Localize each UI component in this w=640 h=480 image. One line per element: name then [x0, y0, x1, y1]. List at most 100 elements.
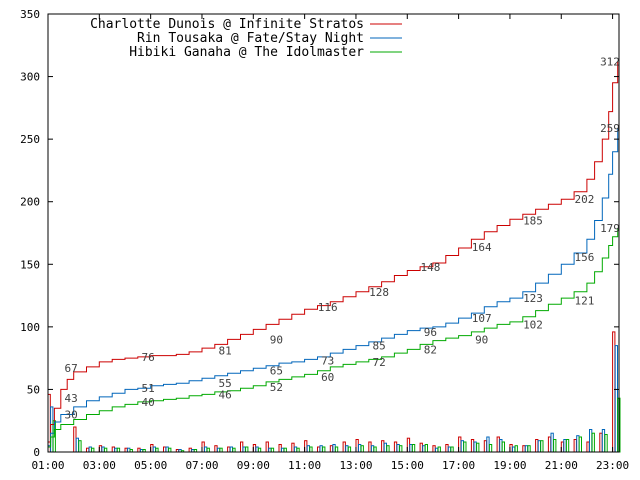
bar-series-1-13 — [229, 446, 233, 453]
x-tick-label-8: 17:00 — [442, 459, 475, 472]
bar-series-0-34 — [496, 436, 500, 453]
data-label-0-9: 202 — [574, 193, 594, 206]
bar-series-2-22 — [347, 446, 352, 453]
bar-series-0-24 — [368, 441, 372, 453]
bar-series-1-27 — [409, 444, 413, 453]
bar-series-1-39 — [563, 439, 567, 453]
data-label-0-0: 67 — [64, 362, 77, 375]
cumulative-lines — [48, 61, 619, 448]
bar-series-2-18 — [296, 447, 300, 453]
data-label-2-9: 121 — [574, 295, 594, 308]
x-tick-label-6: 13:00 — [339, 459, 372, 472]
bar-series-2-33 — [488, 444, 493, 453]
plot-frame — [47, 13, 620, 453]
y-tick-label-1: 50 — [27, 383, 40, 396]
bar-series-2-11 — [206, 447, 210, 453]
data-label-0-1: 76 — [141, 351, 154, 364]
data-label-1-10: 259 — [600, 122, 620, 135]
y-tick-label-3: 150 — [20, 258, 40, 271]
bar-series-1-36 — [524, 445, 529, 453]
bar-series-0-43 — [612, 331, 616, 453]
bar-series-1-42 — [601, 429, 606, 453]
bar-series-2-21 — [334, 446, 339, 453]
bar-series-2-36 — [527, 445, 531, 453]
bar-series-2-15 — [257, 447, 262, 453]
bar-series-1-37 — [537, 440, 542, 453]
x-tick-label-10: 21:00 — [545, 459, 578, 472]
bar-series-1-35 — [512, 446, 516, 453]
bar-series-2-1 — [78, 440, 82, 453]
data-label-2-0: 30 — [64, 409, 77, 422]
bar-series-0-8 — [163, 446, 167, 453]
bar-series-1-28 — [422, 445, 426, 453]
bar-series-1-22 — [345, 445, 349, 453]
bar-series-2-30 — [450, 446, 454, 453]
data-labels: 67 76 81 90 116 128 148 164 185 202 312 43 51 55 65 73 8… — [64, 56, 619, 422]
bar-series-0-29 — [432, 445, 436, 453]
bar-series-2-19 — [309, 446, 313, 453]
bar-series-0-25 — [381, 440, 385, 453]
bar-series-2-7 — [155, 447, 159, 453]
data-label-1-8: 123 — [523, 292, 543, 305]
bar-series-1-4 — [114, 447, 118, 453]
bar-series-2-32 — [476, 442, 480, 453]
bar-series-1-34 — [499, 439, 503, 453]
y-tick-label-6: 300 — [20, 71, 40, 84]
bar-series-2-8 — [168, 447, 172, 453]
bar-series-0-20 — [317, 446, 321, 453]
x-tick-label-5: 11:00 — [288, 459, 321, 472]
bar-series-1-38 — [550, 432, 554, 453]
series-line-1 — [48, 127, 619, 447]
bar-series-2-25 — [386, 445, 390, 453]
axes: 0 50 100 150 200 250 300 350 01:00 03:00 05:00 07:0… — [20, 8, 629, 472]
bar-series-2-29 — [437, 446, 441, 453]
bar-series-0-42 — [599, 432, 603, 453]
y-tick-label-0: 0 — [33, 446, 40, 459]
bar-series-1-21 — [332, 444, 336, 453]
data-label-1-6: 96 — [424, 326, 437, 339]
bar-series-1-43 — [614, 345, 619, 453]
bar-series-2-26 — [399, 445, 403, 453]
bar-series-0-33 — [483, 440, 488, 453]
bar-series-2-41 — [591, 432, 595, 453]
x-tick-label-2: 05:00 — [134, 459, 167, 472]
bar-series-0-21 — [329, 445, 334, 453]
bar-series-1-17 — [281, 447, 285, 453]
bar-series-2-14 — [245, 446, 249, 453]
data-label-2-2: 46 — [218, 388, 231, 401]
bar-series-1-8 — [165, 446, 169, 453]
x-tick-label-11: 23:00 — [596, 459, 629, 472]
bar-series-1-18 — [293, 446, 298, 453]
bar-series-0-5 — [124, 447, 128, 453]
bar-series-2-2 — [91, 447, 95, 453]
bar-series-2-12 — [219, 447, 223, 453]
bar-series-2-20 — [322, 446, 326, 453]
data-label-1-2: 55 — [218, 377, 231, 390]
bar-series-1-14 — [242, 446, 246, 453]
bar-series-1-3 — [101, 446, 105, 453]
bar-series-1-11 — [204, 446, 208, 453]
bar-series-0-6 — [137, 447, 141, 453]
bar-series-0-12 — [214, 445, 218, 453]
bar-series-2-23 — [360, 445, 364, 453]
data-label-1-3: 65 — [270, 365, 283, 378]
bar-series-1-7 — [152, 446, 156, 453]
data-label-2-6: 82 — [424, 343, 437, 356]
x-tick-label-0: 01:00 — [31, 459, 64, 472]
bar-series-2-28 — [424, 444, 429, 453]
bar-series-1-23 — [358, 444, 362, 453]
data-label-0-10: 312 — [600, 56, 620, 69]
bar-series-1-41 — [589, 429, 593, 453]
bar-series-1-29 — [435, 447, 439, 453]
y-tick-label-2: 100 — [20, 321, 40, 334]
bar-series-2-24 — [373, 446, 377, 453]
y-tick-label-4: 200 — [20, 196, 40, 209]
x-tick-label-9: 19:00 — [493, 459, 526, 472]
x-tick-label-1: 03:00 — [83, 459, 116, 472]
bar-series-1-2 — [88, 446, 92, 453]
bar-series-0-36 — [522, 445, 526, 453]
bar-series-0-1 — [73, 426, 77, 453]
histogram-bars — [47, 331, 621, 453]
